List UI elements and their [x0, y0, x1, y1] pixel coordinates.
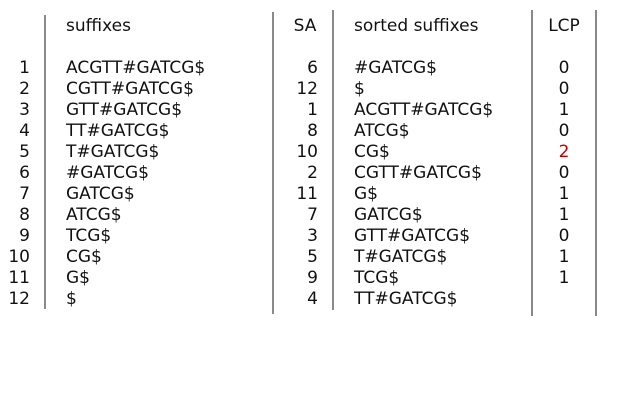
row-lcp: 1	[558, 205, 570, 225]
row-lcp: 1	[558, 247, 570, 267]
row-lcp: 1	[558, 184, 570, 204]
row-lcp: 0	[558, 121, 570, 141]
row-suffix: G$	[66, 268, 90, 288]
divider-lcp	[595, 10, 597, 316]
divider-sa	[332, 10, 334, 310]
row-suffix: $	[66, 289, 77, 309]
row-sa: 11	[296, 184, 318, 204]
row-lcp: 0	[558, 163, 570, 183]
row-lcp: 0	[558, 226, 570, 246]
row-suffix: CG$	[66, 247, 102, 267]
row-suffix: T#GATCG$	[66, 142, 160, 162]
row-index: 2	[19, 79, 30, 99]
row-sorted: GATCG$	[354, 205, 423, 225]
header-sa: SA	[293, 16, 317, 36]
row-index: 11	[8, 268, 30, 288]
row-index: 10	[8, 247, 30, 267]
row-suffix: #GATCG$	[66, 163, 149, 183]
row-lcp: 1	[558, 268, 570, 288]
row-sorted: ATCG$	[354, 121, 410, 141]
row-sa: 8	[307, 121, 318, 141]
row-sa: 9	[307, 268, 318, 288]
row-suffix: TCG$	[66, 226, 112, 246]
row-sa: 7	[307, 205, 318, 225]
row-suffix: GATCG$	[66, 184, 135, 204]
row-sorted: #GATCG$	[354, 58, 437, 78]
row-sa: 10	[296, 142, 318, 162]
row-sorted: TCG$	[354, 268, 400, 288]
divider-sorted	[531, 10, 533, 316]
row-sorted: T#GATCG$	[354, 247, 448, 267]
row-index: 3	[19, 100, 30, 120]
row-sa: 3	[307, 226, 318, 246]
row-sorted: G$	[354, 184, 378, 204]
row-sorted: ACGTT#GATCG$	[354, 100, 494, 120]
row-sorted: $	[354, 79, 365, 99]
row-sorted: GTT#GATCG$	[354, 226, 471, 246]
row-lcp-highlight: 2	[558, 142, 570, 162]
row-sa: 12	[296, 79, 318, 99]
row-suffix: GTT#GATCG$	[66, 100, 183, 120]
row-sa: 5	[307, 247, 318, 267]
row-suffix: TT#GATCG$	[66, 121, 170, 141]
row-lcp: 0	[558, 58, 570, 78]
row-sorted: CGTT#GATCG$	[354, 163, 482, 183]
row-index: 7	[19, 184, 30, 204]
row-index: 12	[8, 289, 30, 309]
row-index: 1	[19, 58, 30, 78]
header-sorted-suffixes: sorted suffixes	[354, 16, 479, 36]
row-suffix: ATCG$	[66, 205, 122, 225]
row-lcp: 0	[558, 79, 570, 99]
row-index: 5	[19, 142, 30, 162]
divider-suffixes	[272, 12, 274, 314]
row-sa: 6	[307, 58, 318, 78]
header-suffixes: suffixes	[66, 16, 131, 36]
row-sa: 1	[307, 100, 318, 120]
row-sa: 4	[307, 289, 318, 309]
row-sorted: CG$	[354, 142, 390, 162]
row-index: 6	[19, 163, 30, 183]
row-suffix: CGTT#GATCG$	[66, 79, 194, 99]
row-index: 4	[19, 121, 30, 141]
row-suffix: ACGTT#GATCG$	[66, 58, 206, 78]
row-index: 9	[19, 226, 30, 246]
row-index: 8	[19, 205, 30, 225]
divider-index	[44, 15, 46, 309]
row-sorted: TT#GATCG$	[354, 289, 458, 309]
row-lcp: 1	[558, 100, 570, 120]
row-sa: 2	[307, 163, 318, 183]
header-lcp: LCP	[548, 16, 580, 36]
